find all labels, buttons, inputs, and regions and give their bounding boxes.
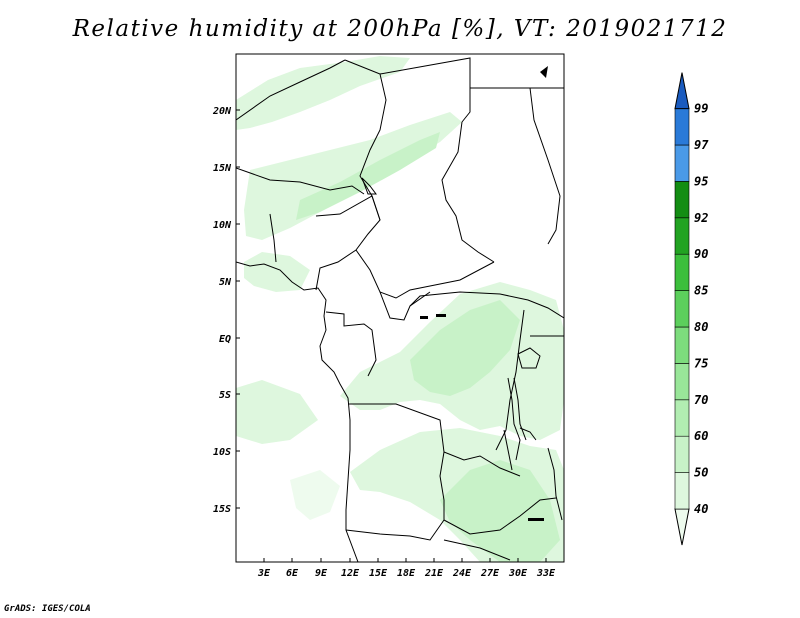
colorbar-level-label: 95 xyxy=(694,174,708,188)
colorbar-level-label: 60 xyxy=(694,429,708,443)
colorbar-bin xyxy=(674,144,690,182)
lon-tick-label: 24E xyxy=(452,568,472,579)
border-drc-angola xyxy=(348,403,521,477)
colorbar-bin xyxy=(674,108,690,146)
border-burkina-ghana xyxy=(269,213,277,263)
grads-credit: GrADS: IGES/COLA xyxy=(4,604,91,614)
lat-tick-label: EQ xyxy=(219,334,231,345)
lon-tick-label: 12E xyxy=(341,568,360,579)
lake-tanganyika xyxy=(507,377,521,461)
border-botswana xyxy=(443,539,511,561)
border-car-south xyxy=(379,291,431,321)
lat-tick-label: 5S xyxy=(219,390,231,401)
colorbar-low-triangle xyxy=(674,508,690,546)
lon-tick-label: 18E xyxy=(397,568,416,579)
nile-lakes xyxy=(519,427,537,441)
colorbar-bin xyxy=(674,326,690,364)
lat-tick-group: 20N xyxy=(212,106,240,117)
colorbar-bin xyxy=(674,217,690,255)
border-drc-north xyxy=(409,291,564,319)
colorbar: 40 50 60 70 75 80 85 90 92 95 97 99 xyxy=(674,72,709,546)
lat-axis: 20N 15N 10N 5N EQ 5S 10S 15S xyxy=(212,106,240,515)
humidity-area-north xyxy=(236,56,410,130)
humidity-area-congo-core xyxy=(410,300,520,396)
lake-mark xyxy=(436,314,446,317)
lon-tick-label: 30E xyxy=(508,568,528,579)
border-uganda-kenya xyxy=(530,335,564,352)
lake-malawi xyxy=(547,447,563,521)
colorbar-bin xyxy=(674,435,690,473)
colorbar-level-label: 97 xyxy=(694,138,709,152)
border-zambia-south xyxy=(443,497,557,535)
border-nigeria xyxy=(315,195,381,291)
lat-tick-label: 15S xyxy=(213,504,231,515)
lon-tick-label: 9E xyxy=(315,568,328,579)
border-angola-zambia xyxy=(439,451,445,520)
lat-tick-label: 10S xyxy=(213,447,231,458)
humidity-area-atlantic-south xyxy=(290,470,340,520)
lon-axis: 3E 6E 9E 12E 15E 18E 21E 24E 27E 30E 33E xyxy=(257,558,556,579)
colorbar-level-label: 40 xyxy=(694,502,708,516)
humidity-area-gulf xyxy=(244,252,310,292)
lon-tick-label: 27E xyxy=(480,568,500,579)
colorbar-level-label: 50 xyxy=(694,466,708,480)
border-sudan-east xyxy=(529,87,561,245)
map-title: Relative humidity at 200hPa [%], VT: 201… xyxy=(72,16,728,42)
border-sahara xyxy=(236,59,346,121)
colorbar-bin xyxy=(674,399,690,437)
colorbar-level-label: 85 xyxy=(694,284,708,298)
humidity-area-sahel-core xyxy=(296,132,440,220)
humidity-area-south-core xyxy=(440,460,560,562)
humidity-area-atlantic xyxy=(236,380,318,444)
lake-mark xyxy=(528,518,544,521)
colorbar-level-label: 75 xyxy=(694,356,708,370)
colorbar-bin xyxy=(674,472,690,510)
lake-fills xyxy=(420,66,548,521)
lake-mark xyxy=(540,66,548,78)
borders xyxy=(236,57,564,562)
lon-tick-label: 6E xyxy=(286,568,299,579)
border-chad-libya xyxy=(379,57,471,123)
colorbar-bin xyxy=(674,253,690,291)
lat-tick-label: 5N xyxy=(219,277,232,288)
colorbar-level-label: 90 xyxy=(694,247,708,261)
border-cameroon xyxy=(355,249,495,299)
coastline xyxy=(236,261,359,562)
map-frame xyxy=(235,53,565,563)
humidity-shading xyxy=(236,56,564,562)
border-namibia xyxy=(345,519,445,541)
lake-kivu xyxy=(503,429,513,471)
lake-mark xyxy=(420,316,428,319)
lat-tick-label: 10N xyxy=(213,220,232,231)
border-chad-sudan xyxy=(441,121,495,263)
lake-chad xyxy=(361,177,377,195)
colorbar-level-label: 92 xyxy=(694,211,708,225)
border-niger-north xyxy=(344,59,387,221)
colorbar-bin xyxy=(674,181,690,219)
lon-tick-label: 15E xyxy=(369,568,388,579)
lat-tick-label: 15N xyxy=(213,163,232,174)
lon-tick-label: 21E xyxy=(424,568,444,579)
colorbar-high-triangle xyxy=(674,72,690,110)
colorbar-level-label: 99 xyxy=(694,102,708,116)
lat-tick-label: 20N xyxy=(212,106,232,117)
lon-tick-label: 33E xyxy=(536,568,556,579)
border-congo-gabon xyxy=(325,311,377,377)
colorbar-bin xyxy=(674,290,690,328)
lon-tick-label: 3E xyxy=(257,568,271,579)
colorbar-bin xyxy=(674,363,690,401)
colorbar-level-label: 70 xyxy=(694,393,708,407)
lake-victoria xyxy=(517,347,541,369)
lake-tanganyika-east xyxy=(513,377,527,441)
colorbar-level-label: 80 xyxy=(694,320,708,334)
border-mali-burkina xyxy=(236,167,365,195)
